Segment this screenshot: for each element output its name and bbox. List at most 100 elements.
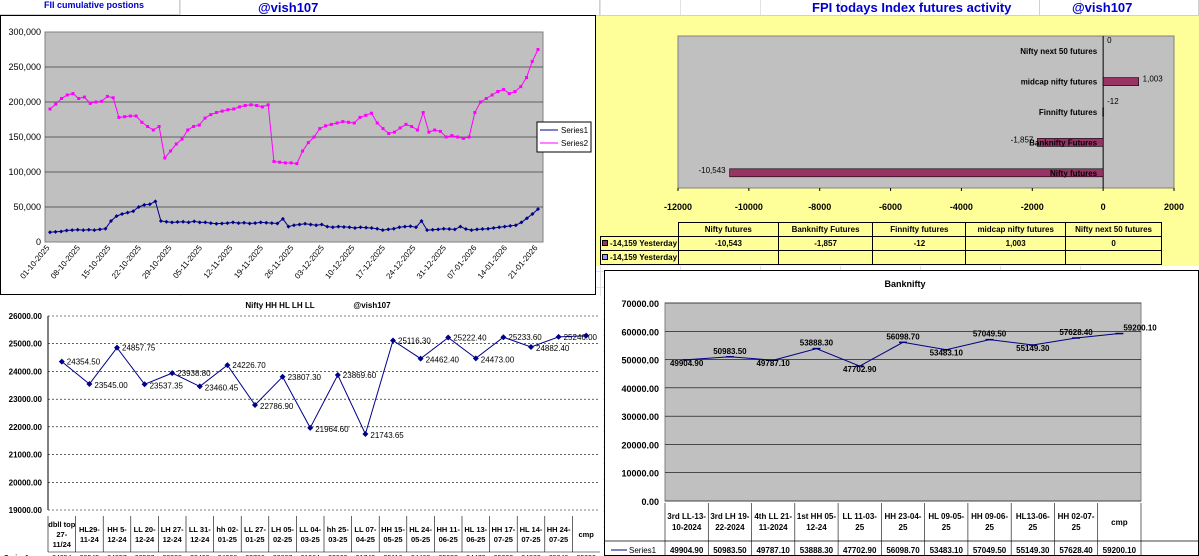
nifty-x-category: hh 25-03-25 xyxy=(327,525,349,544)
fpi-cell-banknifty: -1,857 xyxy=(777,236,874,251)
fii-series2-point xyxy=(347,120,351,124)
fpi-x-tick: -6000 xyxy=(879,202,902,212)
nifty-x-category: LL 07-04-25 xyxy=(354,525,376,544)
fii-series1-point xyxy=(530,212,535,216)
fii-series2-point xyxy=(128,114,132,118)
banknifty-y-tick: 10000.00 xyxy=(621,469,659,479)
banknifty-x-category: HH 23-04-25 xyxy=(885,512,922,532)
fii-series2-point xyxy=(329,122,333,126)
fii-series2-point xyxy=(255,104,259,107)
fii-x-tick: 19-11-2025 xyxy=(232,243,265,280)
fii-series2-point xyxy=(398,126,402,130)
nifty-data-label: 21743.65 xyxy=(370,431,404,440)
fii-series1-point xyxy=(397,225,402,230)
fii-series1-point xyxy=(380,228,385,233)
fii-series2-point xyxy=(375,121,379,125)
nifty-data-label: 23938.80 xyxy=(177,369,211,378)
nifty-point xyxy=(114,344,120,351)
fii-series1-point xyxy=(292,223,296,228)
fpi-bar-chart[interactable]: -12000 -10000 -8000 -6000 -4000 -2000 0 2000 Nif… xyxy=(596,16,1199,222)
fii-series1-point xyxy=(452,227,457,232)
fii-series2-point xyxy=(100,99,104,103)
fii-series1-point xyxy=(136,205,141,209)
fii-series1-point xyxy=(469,228,474,233)
nifty-x-category: HL 13-06-25 xyxy=(464,525,487,544)
fii-series2-point xyxy=(65,93,69,97)
fii-series2-point xyxy=(312,135,316,139)
fii-series2-point xyxy=(358,115,362,119)
fpi-x-tick: -2000 xyxy=(1021,202,1044,212)
nifty-hh-hl-chart[interactable]: Nifty HH HL LH LL @vish107 19000.00 20000.0… xyxy=(0,296,603,556)
banknifty-x-category: 4th LL 21-11-2024 xyxy=(754,512,792,532)
fii-series2-point xyxy=(117,115,121,119)
banknifty-x-category: HH 02-07-25 xyxy=(1058,512,1095,532)
nifty-data-label: 23807.30 xyxy=(288,373,322,382)
nifty-point xyxy=(196,383,203,390)
grid-col-line xyxy=(600,0,601,556)
fpi-header-banknifty: Banknifty Futures xyxy=(777,222,874,237)
banknifty-x-category: HL13-06-25 xyxy=(1016,512,1050,532)
banknifty-table-value: 53888.30 xyxy=(800,546,834,555)
banknifty-table-value: 56098.70 xyxy=(886,546,920,555)
fii-series2-point xyxy=(450,134,454,138)
fii-series1-point xyxy=(508,223,513,228)
banknifty-chart[interactable]: Banknifty 0.00 10000.00 20000.00 30000.00 400… xyxy=(604,270,1199,556)
fii-x-tick: 10-12-2025 xyxy=(323,243,357,281)
fii-series2-point xyxy=(364,113,368,117)
nifty-title: Nifty HH HL LH LL xyxy=(245,301,314,310)
fpi-x-tick: -8000 xyxy=(808,202,831,212)
banknifty-y-tick: 70000.00 xyxy=(621,299,659,309)
fii-series2-point xyxy=(525,76,529,79)
fii-series1-point xyxy=(186,220,191,225)
nifty-x-category: HL 24-05-25 xyxy=(409,525,432,544)
fii-series1-point xyxy=(147,202,152,207)
fii-series1-point xyxy=(347,225,352,230)
fii-series2-point xyxy=(197,123,201,127)
nifty-x-category: LH 27-12-24 xyxy=(161,525,184,544)
fii-series1-point xyxy=(247,221,252,226)
fii-cumulative-chart[interactable]: 0 50,000 100,000 150,000 200,000 250,000 300,0… xyxy=(0,15,596,295)
nifty-point xyxy=(307,424,314,431)
fii-series2-point xyxy=(105,94,109,98)
fii-series2-point xyxy=(507,92,511,96)
nifty-x-category: HH 24-07-25 xyxy=(547,525,571,544)
fii-series1-point xyxy=(536,207,540,212)
fii-series2-point xyxy=(502,87,506,91)
fii-series2-point xyxy=(48,107,52,111)
fii-series2-point xyxy=(392,130,396,134)
fii-x-tick: 15-10-2025 xyxy=(79,243,113,281)
fii-series1-point xyxy=(475,227,479,232)
fii-series1-point xyxy=(142,202,147,207)
fii-series2-point xyxy=(536,48,540,51)
fii-title: FII cumulative postions xyxy=(0,0,180,15)
fpi-x-tick: 0 xyxy=(1101,202,1106,212)
fii-series2-point xyxy=(295,162,299,166)
fii-x-tick: 31-12-2025 xyxy=(415,243,449,281)
fii-series2-point xyxy=(146,125,150,128)
nifty-y-tick: 23000.00 xyxy=(9,395,43,404)
fii-x-tick: 01-10-2025 xyxy=(18,243,52,281)
fpi-row1-label: -14,159 Yesterday xyxy=(599,236,680,251)
fii-series2-point xyxy=(186,128,190,132)
grid-row-line xyxy=(0,271,1199,272)
fii-series2-point xyxy=(237,105,241,109)
fii-series1-point xyxy=(258,220,263,225)
fii-x-tick: 03-12-2025 xyxy=(293,243,327,281)
nifty-x-category: LH 05-02-25 xyxy=(271,525,294,544)
banknifty-data-label: 53888.30 xyxy=(800,339,834,348)
nifty-data-label: 25246.00 xyxy=(564,333,598,342)
fii-series1-point xyxy=(48,230,52,235)
fii-series1-point xyxy=(275,221,280,226)
fii-series2-point xyxy=(473,111,477,114)
banknifty-y-tick: 30000.00 xyxy=(621,412,659,422)
fii-series1-point xyxy=(319,222,324,227)
fii-series2-point xyxy=(324,124,328,128)
fii-x-tick: 24-12-2025 xyxy=(384,243,418,281)
banknifty-x-category: 3rd LL-13-10-2024 xyxy=(667,512,706,532)
fpi-data-table: Nifty futures Banknifty Futures Finnifty… xyxy=(599,222,1162,265)
fpi-bar xyxy=(1037,138,1104,147)
fpi-header-nifty: Nifty futures xyxy=(678,222,779,237)
fpi-header-midcap: midcap nifty futures xyxy=(965,222,1067,237)
fii-series2-point xyxy=(335,121,339,125)
fii-series1-point xyxy=(81,228,86,233)
